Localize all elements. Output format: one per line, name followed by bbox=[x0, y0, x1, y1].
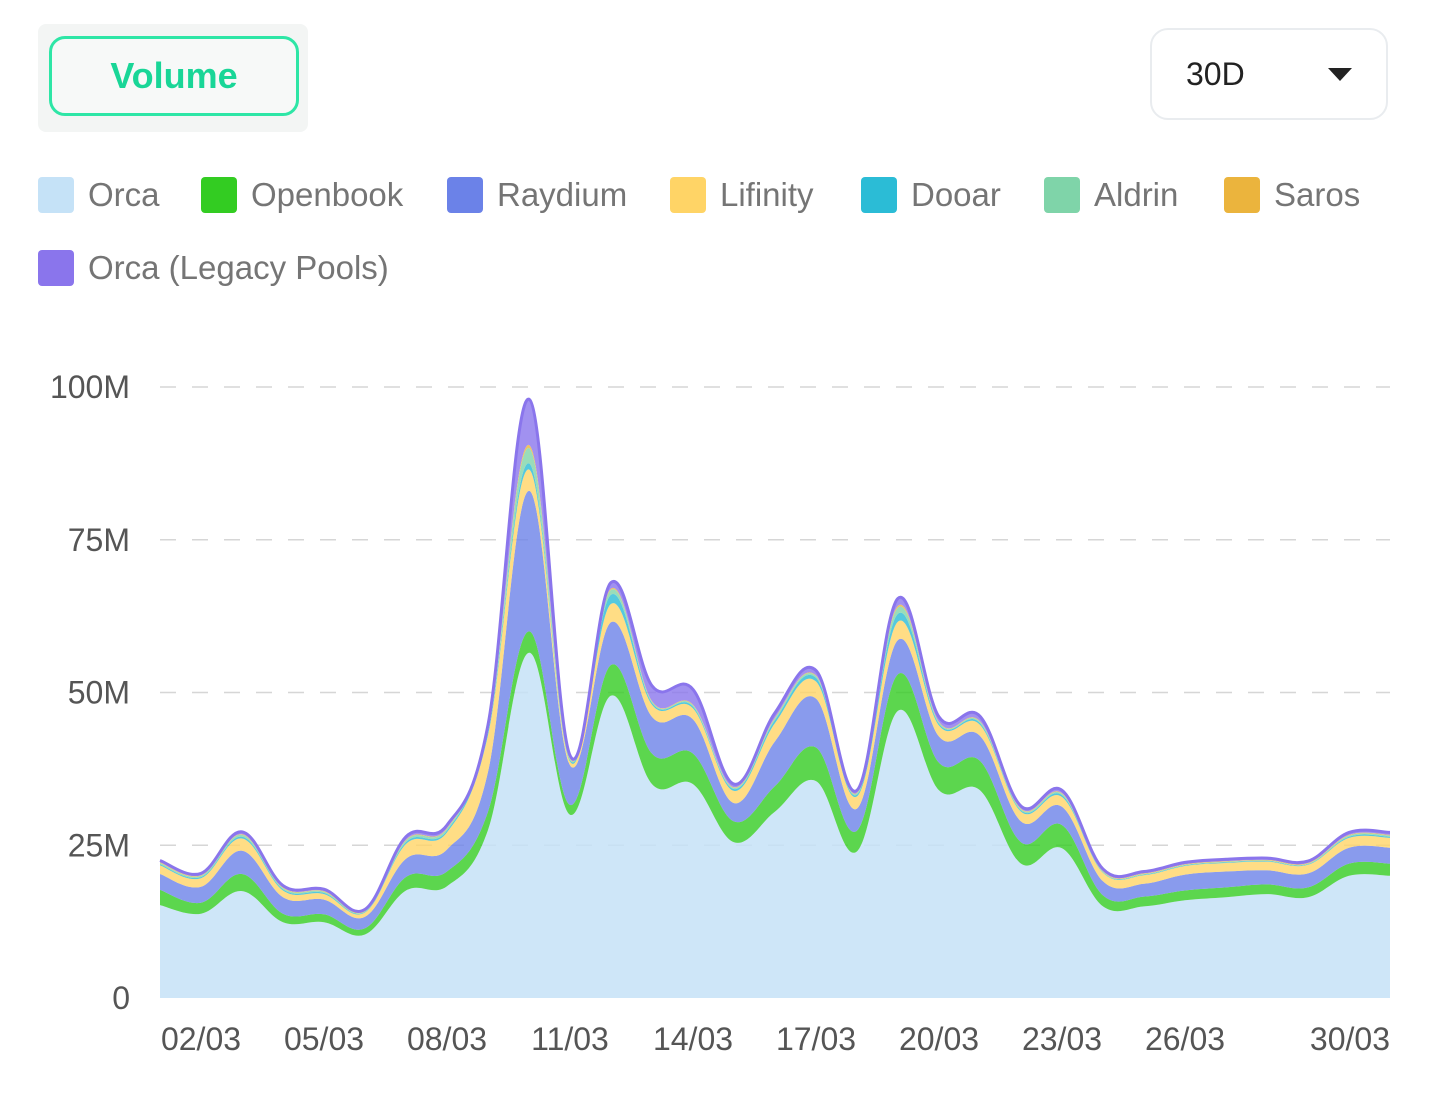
legend-swatch bbox=[38, 177, 74, 213]
x-tick-label: 02/03 bbox=[161, 1021, 241, 1057]
x-tick-label: 14/03 bbox=[653, 1021, 733, 1057]
legend-item-aldrin[interactable]: Aldrin bbox=[1044, 176, 1178, 214]
legend-item-orca[interactable]: Orca bbox=[38, 176, 160, 214]
legend-item-saros[interactable]: Saros bbox=[1224, 176, 1360, 214]
volume-area-chart: 0 25M 50M 75M 100M 02/03 05/03 08/03 11/03 14/03… bbox=[50, 369, 1391, 1057]
legend-swatch bbox=[1224, 177, 1260, 213]
legend-item-orca-legacy-pools[interactable]: Orca (Legacy Pools) bbox=[38, 249, 389, 287]
y-tick-label: 0 bbox=[112, 980, 130, 1016]
legend-item-raydium[interactable]: Raydium bbox=[447, 176, 627, 214]
area-series-orca bbox=[160, 652, 1390, 998]
chart-series bbox=[159, 397, 1391, 998]
legend-label: Orca (Legacy Pools) bbox=[88, 249, 389, 286]
legend-swatch bbox=[861, 177, 897, 213]
y-axis: 0 25M 50M 75M 100M bbox=[50, 369, 130, 1016]
legend-label: Saros bbox=[1274, 176, 1361, 213]
legend-swatch bbox=[38, 250, 74, 286]
x-axis: 02/03 05/03 08/03 11/03 14/03 17/03 20/03 23/03… bbox=[161, 1021, 1390, 1057]
legend-label: Dooar bbox=[911, 176, 1001, 213]
y-tick-label: 75M bbox=[68, 522, 130, 558]
x-tick-label: 05/03 bbox=[284, 1021, 364, 1057]
y-tick-label: 25M bbox=[68, 827, 130, 863]
tab-group: Volume bbox=[38, 24, 308, 132]
time-range-select[interactable]: 30D bbox=[1150, 28, 1388, 120]
legend-label: Orca bbox=[88, 176, 160, 213]
x-tick-label: 20/03 bbox=[899, 1021, 979, 1057]
area-series-outline bbox=[159, 397, 1391, 913]
legend-swatch bbox=[447, 177, 483, 213]
y-tick-label: 100M bbox=[50, 369, 130, 405]
x-tick-label: 23/03 bbox=[1022, 1021, 1102, 1057]
legend-swatch bbox=[670, 177, 706, 213]
tab-volume[interactable]: Volume bbox=[49, 36, 299, 116]
legend-label: Raydium bbox=[497, 176, 628, 213]
x-tick-label: 30/03 bbox=[1310, 1021, 1390, 1057]
area-series-lifinity bbox=[160, 469, 1390, 919]
legend-label: Aldrin bbox=[1094, 176, 1179, 213]
legend-label: Lifinity bbox=[720, 176, 814, 213]
x-tick-label: 11/03 bbox=[531, 1021, 609, 1057]
x-tick-label: 17/03 bbox=[776, 1021, 856, 1057]
legend-label: Openbook bbox=[251, 176, 404, 213]
legend-item-dooar[interactable]: Dooar bbox=[861, 176, 1001, 214]
y-tick-label: 50M bbox=[68, 675, 130, 711]
legend-swatch bbox=[1044, 177, 1080, 213]
chevron-down-icon bbox=[1328, 67, 1352, 81]
x-tick-label: 26/03 bbox=[1145, 1021, 1225, 1057]
legend-item-lifinity[interactable]: Lifinity bbox=[670, 176, 814, 214]
area-series-openbook bbox=[160, 631, 1390, 936]
legend-swatch bbox=[201, 177, 237, 213]
legend-item-openbook[interactable]: Openbook bbox=[201, 176, 403, 214]
time-range-value: 30D bbox=[1186, 55, 1245, 92]
x-tick-label: 08/03 bbox=[407, 1021, 487, 1057]
